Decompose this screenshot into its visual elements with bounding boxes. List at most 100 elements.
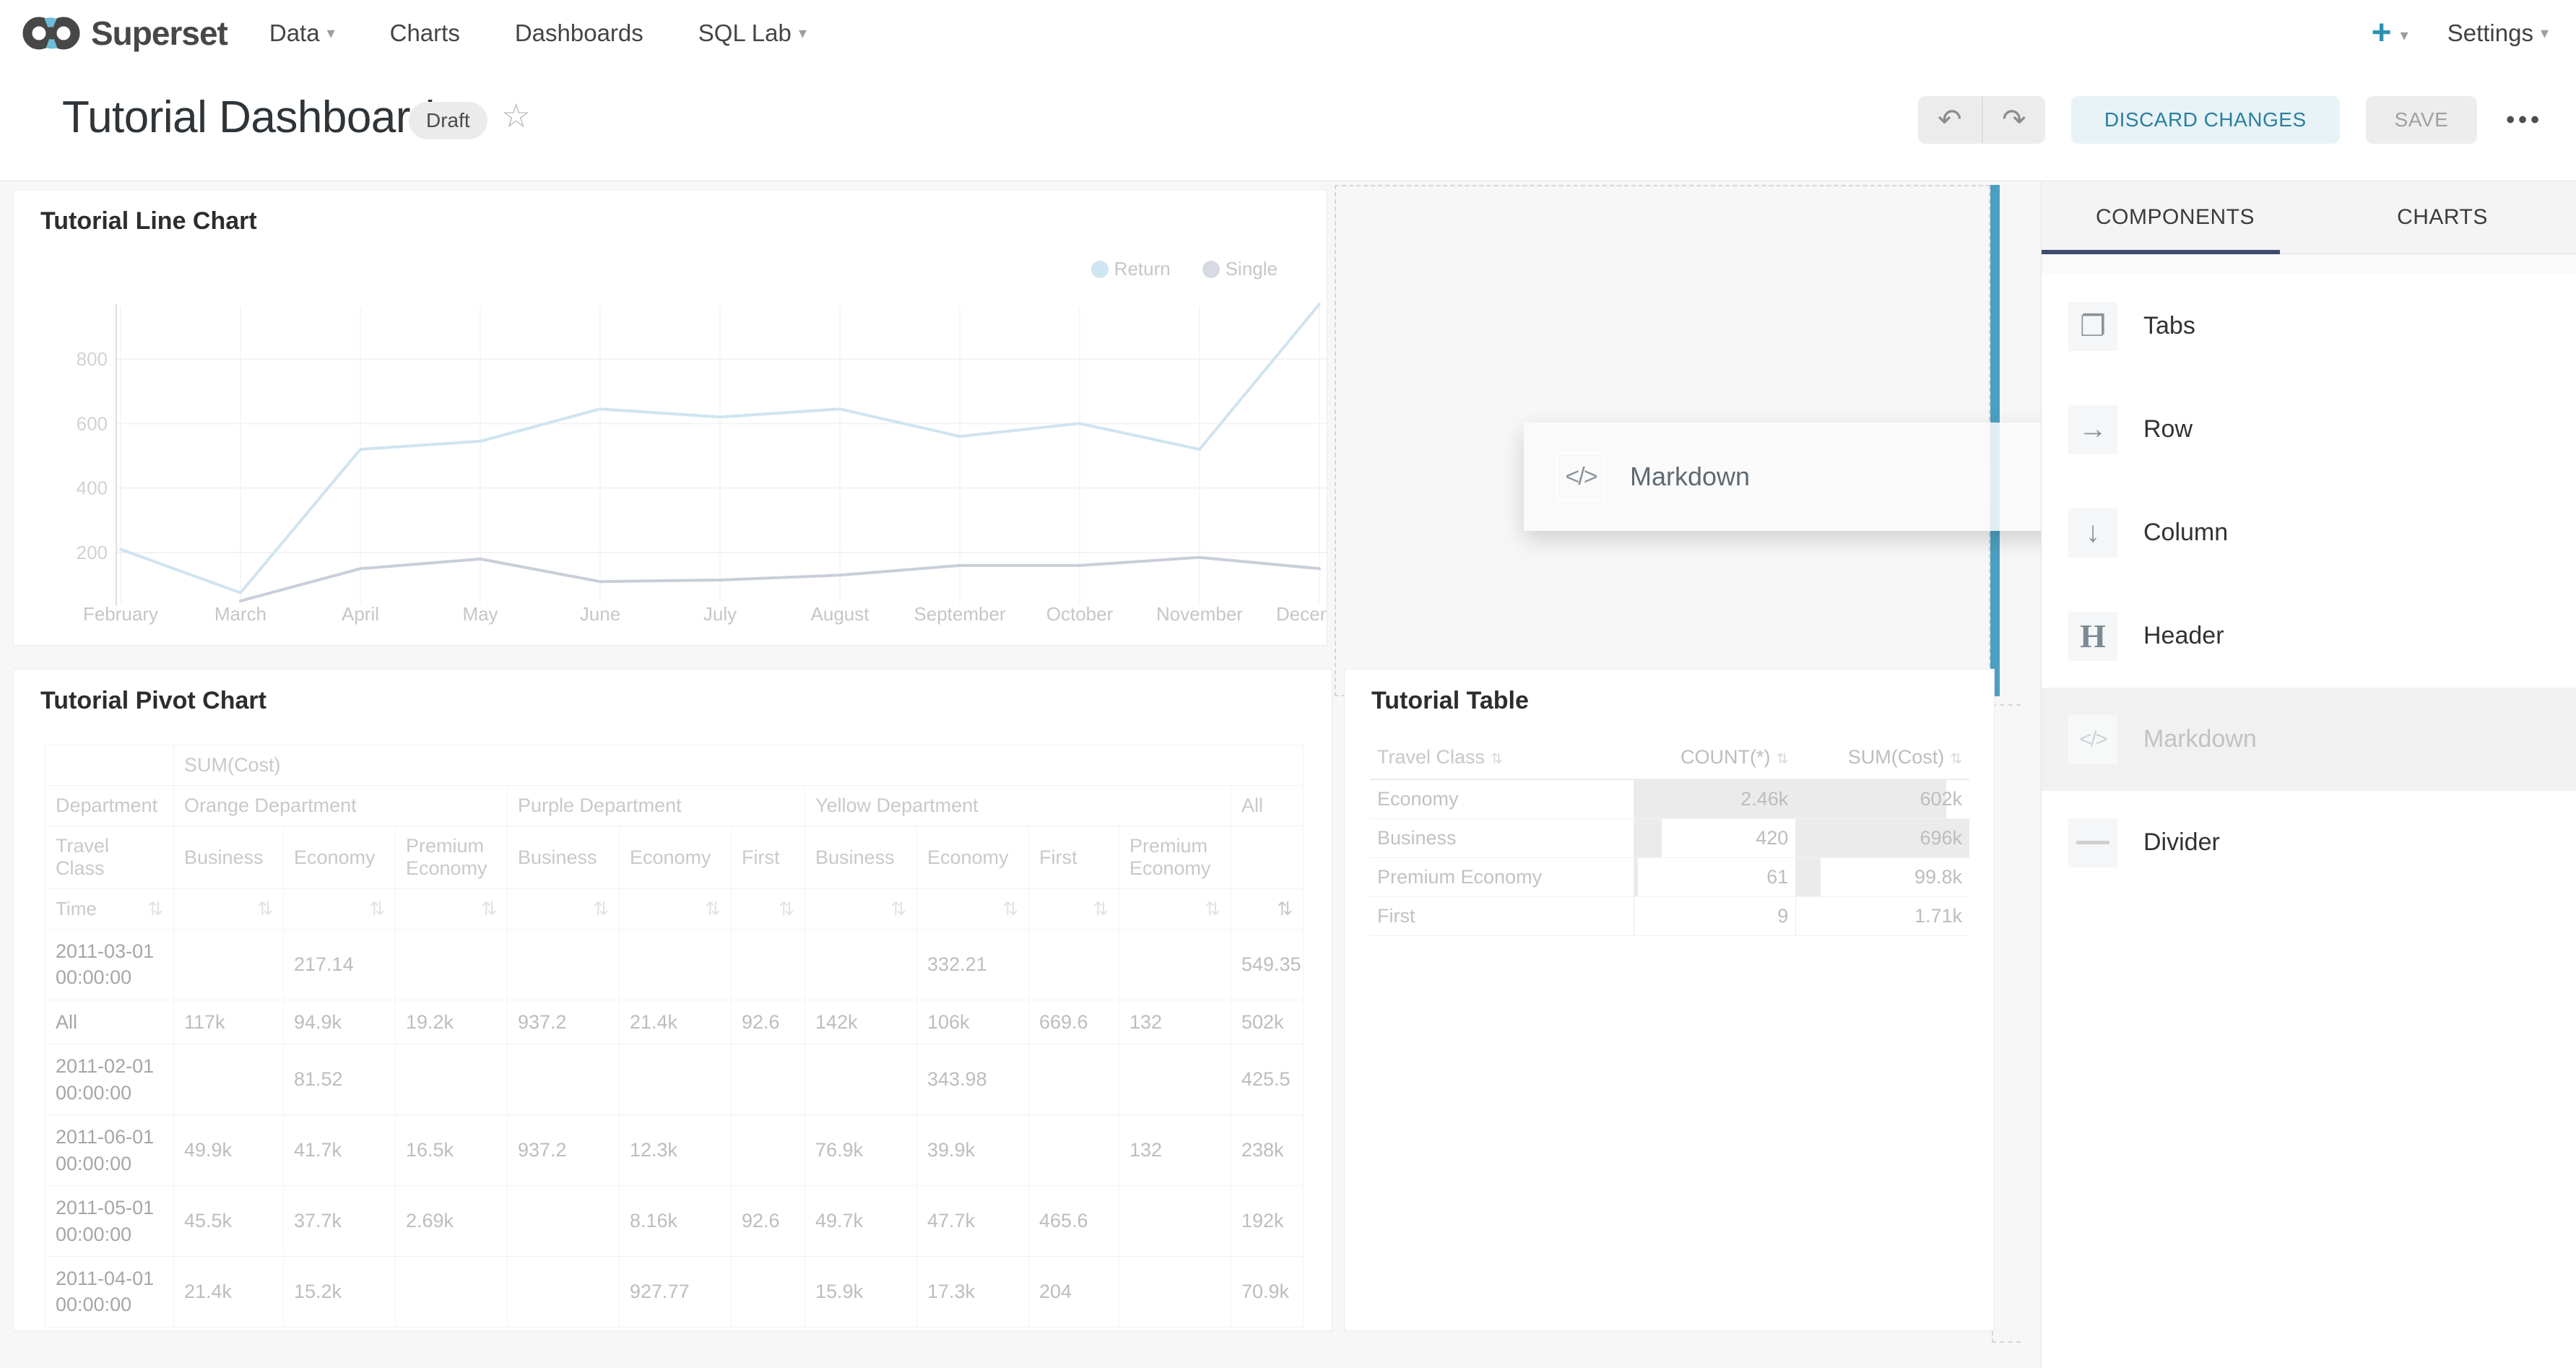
pivot-class-header[interactable]: Economy <box>916 826 1029 889</box>
redo-button[interactable]: ↷ <box>1981 96 2045 144</box>
table-row: Business 420 696k <box>1370 818 1969 858</box>
more-options-button[interactable]: ••• <box>2506 105 2543 134</box>
table-chart-panel[interactable]: Tutorial Table Travel Class ⇅ COUNT(*) ⇅ SUM… <box>1344 669 1995 1331</box>
sort-icon[interactable]: ⇅ <box>283 888 396 930</box>
pivot-value-cell: 465.6 <box>1028 1185 1119 1257</box>
line-chart-panel[interactable]: Tutorial Line Chart Return Single 200 400 6… <box>13 189 1327 646</box>
sort-icon[interactable]: ⇅ <box>507 888 620 930</box>
count-cell: 9 <box>1634 896 1796 936</box>
sort-icon[interactable]: ⇅ <box>916 888 1029 930</box>
svg-text:August: August <box>811 603 870 625</box>
column-header-count-[interactable]: COUNT(*) ⇅ <box>1634 736 1796 780</box>
pivot-value-cell <box>1028 1114 1119 1187</box>
sort-icon[interactable]: ⇅ <box>395 888 508 930</box>
pivot-metric-header[interactable]: SUM(Cost) <box>173 745 1304 786</box>
legend-item-return[interactable]: Return <box>1090 258 1171 280</box>
nav-item-dashboards[interactable]: Dashboards <box>514 19 643 46</box>
pivot-group-header[interactable]: Purple Department <box>507 785 805 826</box>
pivot-value-cell: 16.5k <box>395 1114 508 1187</box>
sidebar-item-divider[interactable]: Divider <box>2042 791 2576 894</box>
pivot-value-cell: 937.2 <box>507 999 620 1045</box>
discard-changes-button[interactable]: DISCARD CHANGES <box>2070 96 2340 144</box>
column-header-label: COUNT(*) <box>1681 746 1771 768</box>
legend-label: Single <box>1225 258 1278 280</box>
sort-icon[interactable]: ⇅ <box>731 888 805 930</box>
dashboard-header: Tutorial Dashboard Draft ☆ ↶ ↷ DISCARD C… <box>0 66 2576 181</box>
nav-item-sql-lab[interactable]: SQL Lab ▾ <box>698 19 807 46</box>
chevron-down-icon[interactable]: ▾ <box>2400 25 2408 44</box>
favorite-star-icon[interactable]: ☆ <box>501 97 532 134</box>
pivot-class-header[interactable]: First <box>1028 826 1119 889</box>
sidebar-item-row[interactable]: → Row <box>2042 378 2576 481</box>
pivot-class-header[interactable]: Premium Economy <box>1119 826 1231 889</box>
pivot-row-label: 2011-05-01 00:00:00 <box>45 1185 174 1257</box>
pivot-class-header[interactable]: Business <box>805 826 917 889</box>
column-header-sum-cost-[interactable]: SUM(Cost) ⇅ <box>1795 736 1969 780</box>
sort-icon[interactable]: ⇅ <box>1028 888 1119 930</box>
pivot-group-header[interactable]: Yellow Department <box>805 785 1231 826</box>
svg-text:June: June <box>580 603 620 625</box>
sidebar-item-markdown[interactable]: </> Markdown <box>2042 688 2576 791</box>
pivot-value-cell: 117k <box>173 999 284 1045</box>
settings-menu[interactable]: Settings ▾ <box>2447 20 2549 47</box>
pivot-group-header[interactable]: All <box>1230 785 1304 826</box>
pivot-value-cell <box>1119 1185 1231 1257</box>
pivot-group-header[interactable]: Orange Department <box>173 785 508 826</box>
pivot-class-header[interactable]: Premium Economy <box>395 826 508 889</box>
nav-item-charts[interactable]: Charts <box>389 19 460 46</box>
sort-icon[interactable]: ⇅ <box>1230 888 1304 930</box>
new-item-button[interactable]: + <box>2371 13 2392 52</box>
sidebar-item-tabs[interactable]: ❐ Tabs <box>2042 274 2576 378</box>
dragged-markdown-component[interactable]: </> Markdown <box>1524 423 2041 531</box>
value-bar <box>1634 780 1796 818</box>
undo-button[interactable]: ↶ <box>1938 104 1962 136</box>
travel-class-cell: First <box>1370 896 1634 936</box>
sidebar-item-header[interactable]: H Header <box>2042 584 2576 688</box>
pivot-value-cell <box>1119 1044 1231 1116</box>
svg-text:October: October <box>1046 603 1114 625</box>
time-label: Time <box>56 898 97 919</box>
top-navbar: Superset Data ▾ Charts Dashboards SQL Lab ▾ +… <box>0 0 2576 66</box>
dashboard-title[interactable]: Tutorial Dashboard <box>62 92 435 142</box>
tab-charts[interactable]: CHARTS <box>2397 205 2488 229</box>
header-actions: ↶ ↷ DISCARD CHANGES SAVE ••• <box>1917 96 2543 144</box>
pivot-class-header[interactable] <box>1230 826 1304 889</box>
superset-logo[interactable]: Superset <box>22 12 228 54</box>
column-header-travel-class[interactable]: Travel Class ⇅ <box>1370 736 1634 780</box>
svg-text:April: April <box>342 603 379 625</box>
line-chart: 200 400 600 800 February March April May June Jul… <box>77 303 1327 625</box>
pivot-data-row: 2011-06-01 00:00:00 49.9k 41.7k 16.5k 937.2 12… <box>45 1114 1304 1187</box>
pivot-data-row: 2011-02-01 00:00:00 81.52 343.98 425.5 <box>45 1044 1304 1116</box>
sort-icon[interactable]: ⇅ <box>805 888 917 930</box>
pivot-class-header[interactable]: Business <box>507 826 620 889</box>
sort-icon[interactable]: ⇅ <box>1119 888 1231 930</box>
sort-icon[interactable]: ⇅ <box>173 888 284 930</box>
nav-item-data[interactable]: Data ▾ <box>269 19 335 46</box>
chart-title: Tutorial Line Chart <box>40 207 257 235</box>
pivot-data-row: 2011-03-01 00:00:00 217.14 332.21 549.35 <box>45 929 1304 1000</box>
pivot-class-header[interactable]: Business <box>173 826 284 889</box>
value-label: 2.46k <box>1740 787 1789 810</box>
tab-components[interactable]: COMPONENTS <box>2042 181 2309 254</box>
divider-line <box>2076 841 2109 844</box>
sort-icon: ⇅ <box>1776 751 1789 767</box>
sort-icon[interactable]: ⇅ <box>619 888 732 930</box>
pivot-class-header[interactable]: First <box>731 826 805 889</box>
pivot-class-header[interactable]: Economy <box>283 826 396 889</box>
legend-item-single[interactable]: Single <box>1202 258 1278 280</box>
divider-icon <box>2068 818 2117 867</box>
pivot-value-cell <box>395 929 508 1000</box>
value-label: 696k <box>1920 826 1962 849</box>
pivot-value-cell <box>731 929 805 1000</box>
travel-class-cell: Premium Economy <box>1370 857 1634 897</box>
pivot-time-sort[interactable]: Time ⇅ <box>45 888 174 930</box>
legend-label: Return <box>1114 258 1171 280</box>
pivot-row-label: 2011-03-01 00:00:00 <box>45 929 174 1000</box>
sidebar-item-column[interactable]: ↓ Column <box>2042 481 2576 584</box>
sum-cell: 99.8k <box>1795 857 1969 897</box>
table-header-row: Travel Class ⇅ COUNT(*) ⇅ SUM(Cost) ⇅ <box>1370 736 1969 780</box>
pivot-class-header[interactable]: Economy <box>619 826 732 889</box>
pivot-chart-panel[interactable]: Tutorial Pivot Chart SUM(Cost) Department… <box>13 669 1332 1331</box>
save-button[interactable]: SAVE <box>2365 96 2478 144</box>
sum-cell: 1.71k <box>1795 896 1969 936</box>
